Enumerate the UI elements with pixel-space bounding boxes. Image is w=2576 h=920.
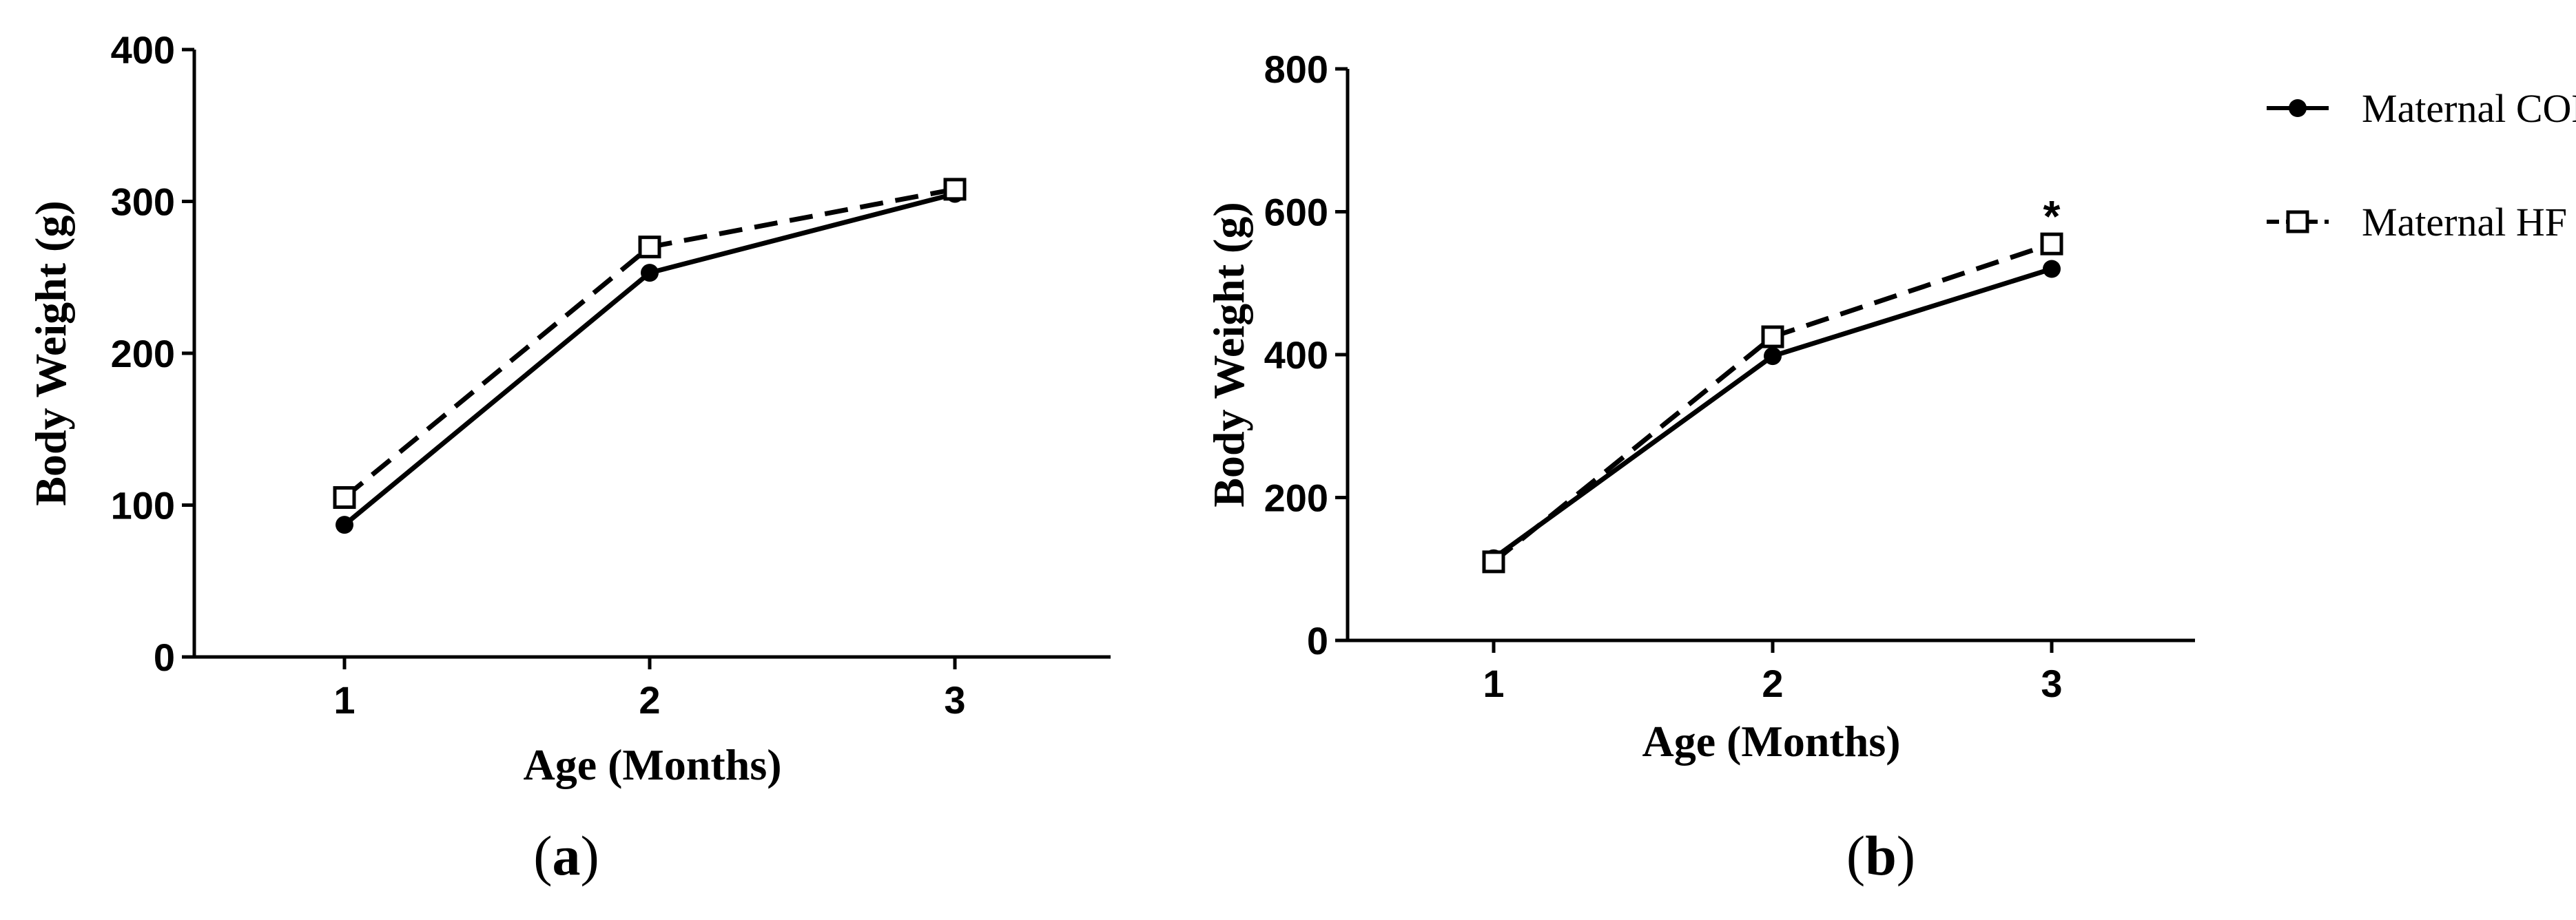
y-tick-label: 100: [111, 484, 175, 527]
y-tick-label: 600: [1264, 191, 1328, 234]
y-axis-title: Body Weight (g): [26, 200, 75, 505]
y-tick-label: 400: [1264, 333, 1328, 377]
panel-b: 0 200 400 600 800 1 2 3 Age (Months) Body Weight …: [1204, 48, 2195, 887]
y-axis-title: Body Weight (g): [1204, 202, 1253, 507]
data-point-series-2: [333, 485, 356, 509]
panel-label: (a): [533, 824, 599, 887]
data-point-series-1: [2043, 260, 2061, 278]
data-point-series-2: [943, 178, 967, 201]
x-axis-title: Age (Months): [523, 740, 781, 789]
x-tick-label: 2: [1762, 662, 1783, 705]
y-tick-label: 0: [1307, 619, 1328, 662]
panel-label-paren: (: [533, 824, 552, 887]
panel-label-paren: ): [581, 824, 599, 887]
y-tick-label: 300: [111, 180, 175, 224]
x-tick-label: 1: [333, 678, 355, 722]
y-tick-label: 800: [1264, 48, 1328, 91]
panel-a: 0 100 200 300 400 1 2 3 Age (Months) Body Weight …: [26, 28, 1111, 887]
panel-label-paren: (: [1846, 824, 1865, 887]
data-point-series-1: [336, 516, 353, 534]
y-tick-label: 0: [154, 636, 175, 679]
data-point-series-2: [638, 236, 661, 259]
y-tick-label: 200: [111, 332, 175, 375]
data-point-series-2: [1482, 550, 1505, 574]
x-tick-label: 2: [639, 678, 660, 722]
legend-label-1: Maternal CON: [2362, 86, 2576, 131]
data-point-series-1: [1764, 347, 1782, 366]
x-tick-label: 3: [944, 678, 965, 722]
data-point-series-2: [2040, 232, 2063, 255]
legend-label-2: Maternal HF: [2362, 200, 2567, 244]
series-line-1: [1492, 266, 2053, 561]
panel-label-letter: a: [553, 824, 581, 887]
x-tick-label: 3: [2041, 662, 2062, 705]
series-line-2: [1492, 241, 2053, 564]
legend-marker-2: [2286, 210, 2309, 233]
panel-label: (b): [1846, 824, 1915, 887]
significance-annotation: *: [2043, 191, 2061, 241]
data-point-series-2: [1761, 325, 1784, 348]
legend-marker-1: [2289, 99, 2307, 117]
x-axis-title: Age (Months): [1642, 717, 1900, 766]
panel-label-letter: b: [1865, 824, 1897, 887]
legend: Maternal CON Maternal HF: [2267, 86, 2576, 244]
y-tick-label: 400: [111, 28, 175, 72]
y-tick-label: 200: [1264, 477, 1328, 520]
data-point-series-1: [641, 264, 659, 282]
panel-label-paren: ): [1897, 824, 1915, 887]
x-tick-label: 1: [1483, 662, 1504, 705]
